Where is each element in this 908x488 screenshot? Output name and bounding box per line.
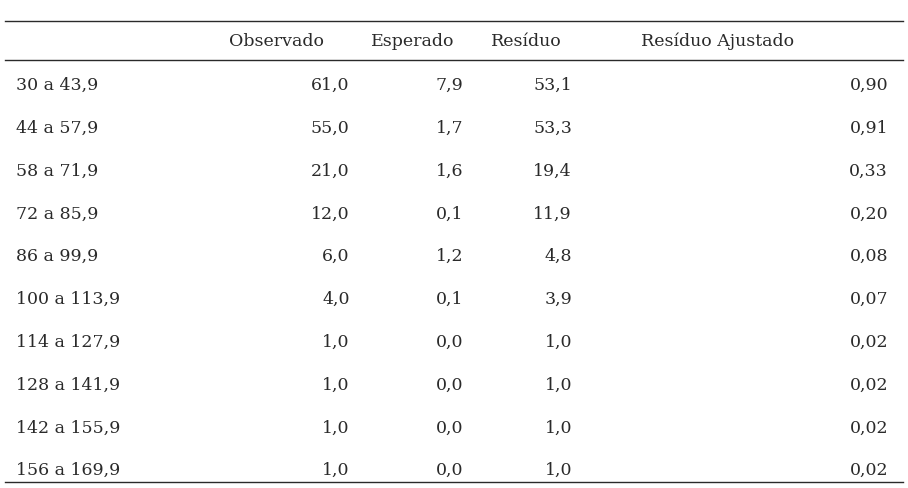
Text: 0,1: 0,1	[436, 290, 463, 307]
Text: 0,02: 0,02	[849, 461, 888, 478]
Text: 4,0: 4,0	[322, 290, 350, 307]
Text: 1,7: 1,7	[436, 120, 463, 137]
Text: 128 a 141,9: 128 a 141,9	[16, 376, 121, 393]
Text: 30 a 43,9: 30 a 43,9	[16, 77, 99, 94]
Text: 86 a 99,9: 86 a 99,9	[16, 248, 99, 264]
Text: 0,02: 0,02	[849, 419, 888, 435]
Text: Resíduo: Resíduo	[491, 33, 562, 50]
Text: 1,0: 1,0	[322, 461, 350, 478]
Text: 0,33: 0,33	[849, 163, 888, 179]
Text: 0,1: 0,1	[436, 205, 463, 222]
Text: 21,0: 21,0	[311, 163, 350, 179]
Text: 0,0: 0,0	[436, 376, 463, 393]
Text: 0,02: 0,02	[849, 333, 888, 350]
Text: 3,9: 3,9	[544, 290, 572, 307]
Text: 4,8: 4,8	[545, 248, 572, 264]
Text: 1,0: 1,0	[322, 376, 350, 393]
Text: 1,0: 1,0	[322, 333, 350, 350]
Text: 1,6: 1,6	[436, 163, 463, 179]
Text: 72 a 85,9: 72 a 85,9	[16, 205, 99, 222]
Text: 53,1: 53,1	[533, 77, 572, 94]
Text: 61,0: 61,0	[311, 77, 350, 94]
Text: Resíduo Ajustado: Resíduo Ajustado	[641, 33, 794, 50]
Text: 0,91: 0,91	[849, 120, 888, 137]
Text: 0,08: 0,08	[850, 248, 888, 264]
Text: 58 a 71,9: 58 a 71,9	[16, 163, 99, 179]
Text: 1,0: 1,0	[545, 419, 572, 435]
Text: 1,0: 1,0	[545, 376, 572, 393]
Text: 6,0: 6,0	[322, 248, 350, 264]
Text: 0,20: 0,20	[849, 205, 888, 222]
Text: 100 a 113,9: 100 a 113,9	[16, 290, 121, 307]
Text: 0,07: 0,07	[849, 290, 888, 307]
Text: 0,0: 0,0	[436, 333, 463, 350]
Text: 114 a 127,9: 114 a 127,9	[16, 333, 121, 350]
Text: 1,0: 1,0	[322, 419, 350, 435]
Text: 0,90: 0,90	[849, 77, 888, 94]
Text: 0,02: 0,02	[849, 376, 888, 393]
Text: 1,0: 1,0	[545, 333, 572, 350]
Text: 1,2: 1,2	[436, 248, 463, 264]
Text: Esperado: Esperado	[371, 33, 455, 50]
Text: 1,0: 1,0	[545, 461, 572, 478]
Text: 156 a 169,9: 156 a 169,9	[16, 461, 121, 478]
Text: 142 a 155,9: 142 a 155,9	[16, 419, 121, 435]
Text: 0,0: 0,0	[436, 419, 463, 435]
Text: 44 a 57,9: 44 a 57,9	[16, 120, 99, 137]
Text: 19,4: 19,4	[533, 163, 572, 179]
Text: 0,0: 0,0	[436, 461, 463, 478]
Text: 7,9: 7,9	[435, 77, 463, 94]
Text: 12,0: 12,0	[311, 205, 350, 222]
Text: 53,3: 53,3	[533, 120, 572, 137]
Text: 11,9: 11,9	[533, 205, 572, 222]
Text: 55,0: 55,0	[311, 120, 350, 137]
Text: Observado: Observado	[230, 33, 324, 50]
